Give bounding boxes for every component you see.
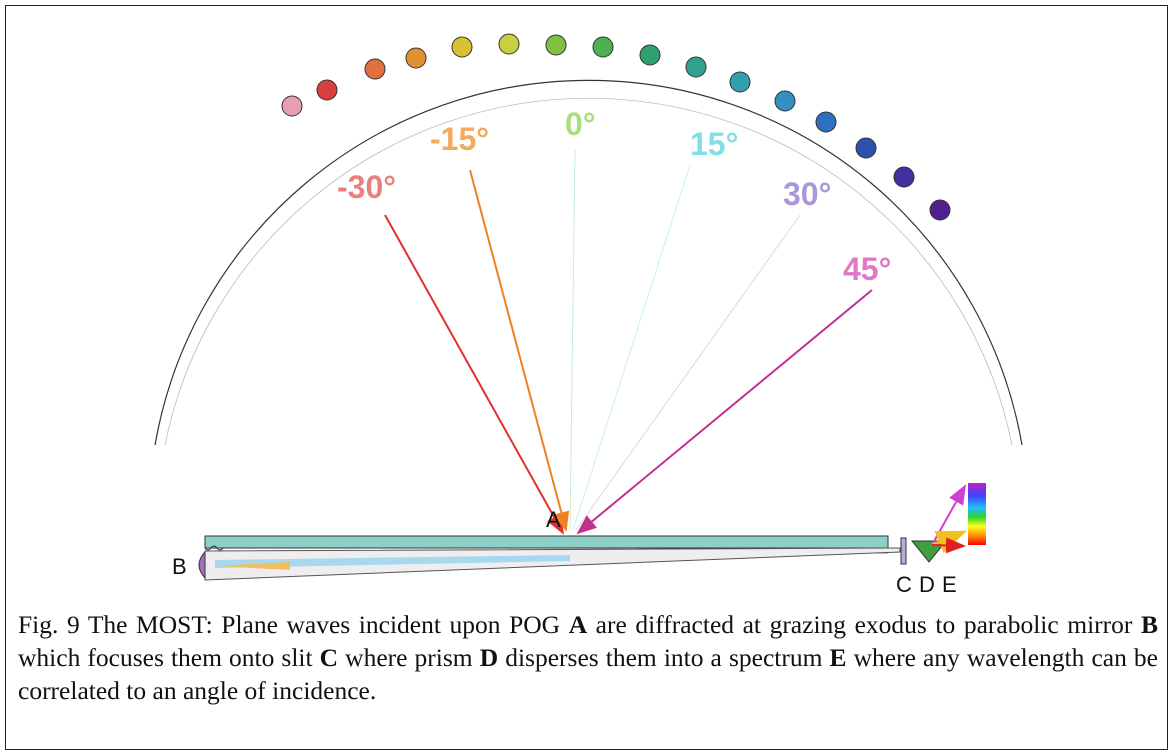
- caption-part-label: C: [319, 643, 339, 672]
- label-c: C: [896, 572, 912, 597]
- caption-part-label: D: [479, 643, 499, 672]
- angle-label: 15°: [690, 126, 738, 162]
- arc-inner: [164, 97, 1013, 446]
- caption-text: where any wavelength can be correlated t…: [18, 643, 1158, 705]
- rays: [384, 149, 873, 535]
- figure-frame: [5, 5, 1168, 750]
- label-b: B: [172, 554, 187, 579]
- caption-part-label: B: [1140, 610, 1158, 639]
- label-e: E: [942, 572, 957, 597]
- caption-text: where prism: [338, 643, 480, 672]
- spheres: [281, 33, 951, 221]
- arc: [154, 79, 1023, 446]
- label-a: A: [546, 507, 561, 532]
- caption-text: are diffracted at grazing exodus to para…: [587, 610, 1141, 639]
- angle-label: -30°: [337, 169, 396, 205]
- label-d: D: [919, 572, 935, 597]
- caption-text: which focuses them onto slit: [18, 643, 320, 672]
- diagram: -30° -15° 0° 15° 30° 45° A B C D E: [154, 33, 1023, 597]
- angle-label: 0°: [565, 106, 596, 142]
- caption-text: disperses them into a spectrum: [498, 643, 830, 672]
- angle-label: 45°: [843, 251, 891, 287]
- caption-part-label: A: [568, 610, 588, 639]
- angle-label: 30°: [783, 176, 831, 212]
- angle-label: -15°: [430, 121, 489, 157]
- caption-part-label: E: [829, 643, 847, 672]
- caption-text: Fig. 9 The MOST: Plane waves incident up…: [18, 610, 569, 639]
- caption: Fig. 9 The MOST: Plane waves incident up…: [18, 608, 1158, 707]
- instrument: [198, 483, 986, 581]
